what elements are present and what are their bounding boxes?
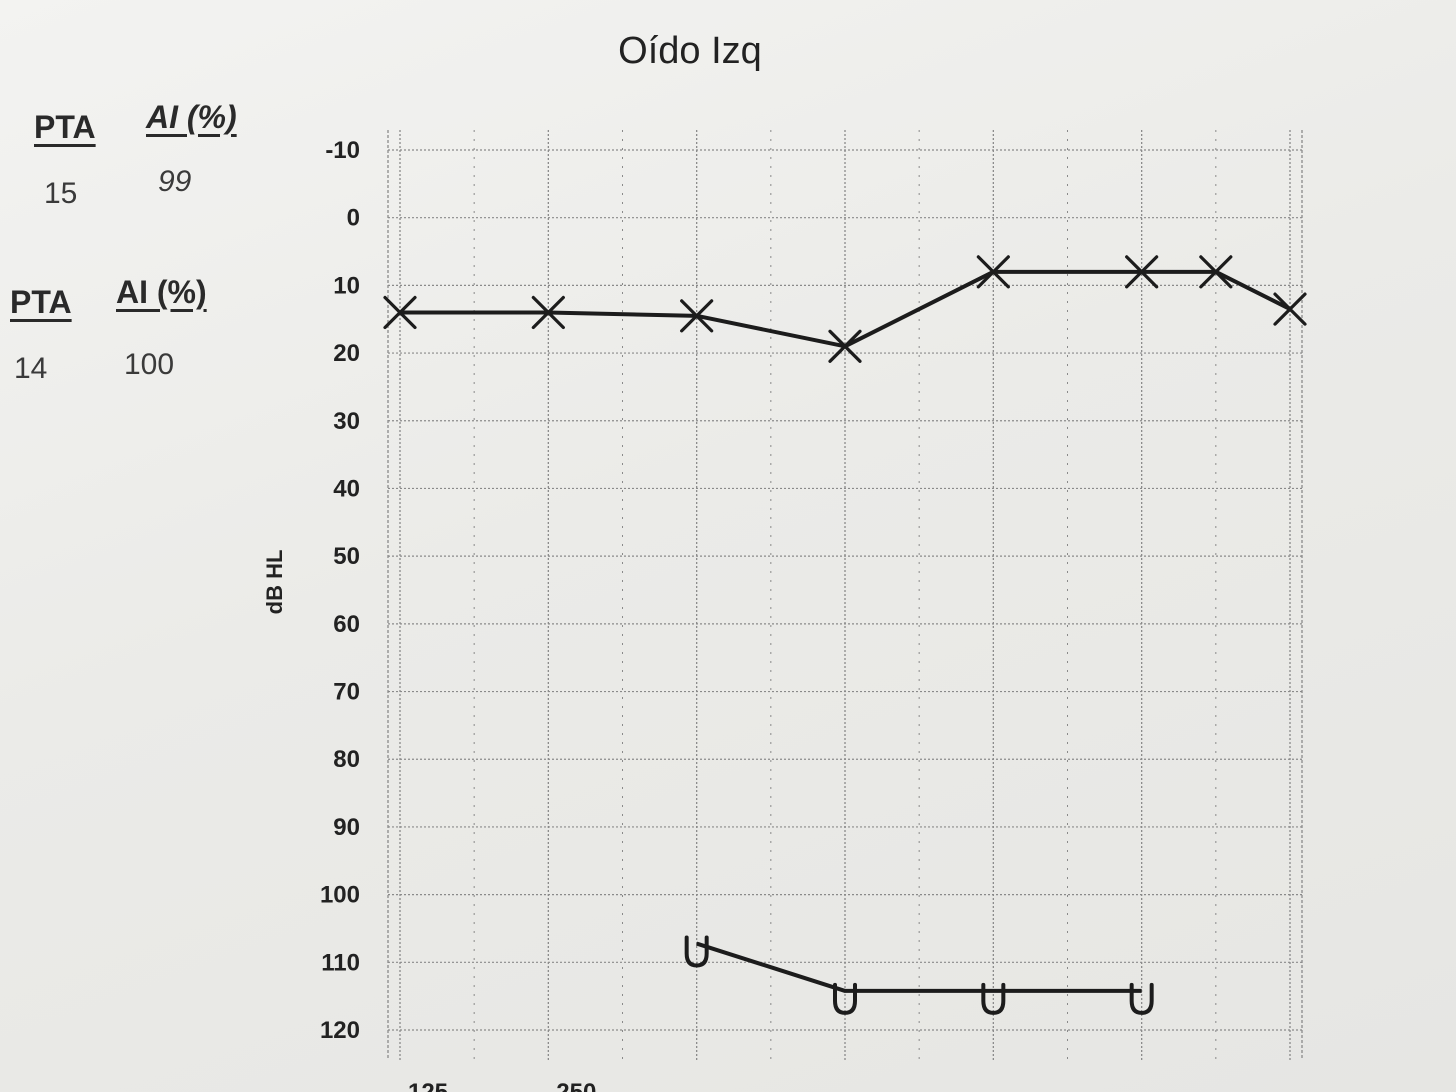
point-marker-x: [1125, 255, 1159, 289]
point-marker-x: [828, 329, 862, 363]
series-line-air: [400, 269, 1291, 349]
chart-grid: [387, 130, 1303, 1060]
y-tick-label: 60: [333, 611, 360, 638]
pta-value: 15: [44, 177, 78, 210]
point-marker-u: [684, 935, 709, 968]
y-tick-label: 30: [333, 408, 360, 435]
y-tick-label: 110: [321, 949, 360, 976]
summary-row-1: PTA AI (%) 15 99: [30, 99, 270, 215]
point-marker-u: [833, 982, 857, 1015]
ai-label: AI (%): [146, 99, 237, 135]
y-tick-label: 40: [333, 475, 360, 502]
pta-value: 14: [14, 352, 48, 385]
y-tick-label: 0: [347, 205, 360, 232]
x-tick-label: 250: [556, 1079, 596, 1092]
ai-value: 100: [124, 348, 175, 381]
y-axis-label: dB HL: [262, 550, 287, 615]
y-tick-label: 50: [333, 543, 360, 570]
y-tick-label: 10: [333, 272, 360, 299]
summary-row-2: PTA AI (%) 14 100: [8, 272, 248, 392]
y-tick-label: 100: [320, 882, 360, 909]
y-tick-label: 80: [333, 746, 360, 773]
point-marker-x: [383, 295, 417, 330]
series-line-bone: [696, 941, 1142, 993]
y-tick-label: -10: [325, 137, 360, 164]
y-axis-ticks: -10 0 10 20 30 40 50 60 70 80 90 100 110 120: [320, 137, 360, 1044]
y-tick-label: 120: [320, 1017, 360, 1044]
point-marker-x: [531, 295, 565, 330]
ai-label: AI (%): [116, 274, 207, 310]
ai-value: 99: [158, 165, 192, 198]
y-tick-label: 70: [333, 679, 360, 706]
point-marker-x: [1199, 255, 1233, 289]
point-marker-x: [1273, 292, 1307, 326]
y-tick-label: 20: [333, 340, 360, 367]
pta-label: PTA: [10, 284, 72, 320]
x-tick-label: 125: [408, 1079, 448, 1092]
chart-title: Oído Izq: [618, 30, 762, 72]
point-marker-u: [981, 982, 1006, 1015]
chart-series: [383, 255, 1307, 1015]
pta-label: PTA: [34, 109, 96, 145]
point-marker-x: [680, 299, 714, 333]
point-marker-u: [1129, 982, 1154, 1015]
x-axis-ticks: 125 250: [408, 1079, 596, 1092]
y-tick-label: 90: [333, 814, 360, 841]
point-marker-x: [976, 255, 1010, 289]
